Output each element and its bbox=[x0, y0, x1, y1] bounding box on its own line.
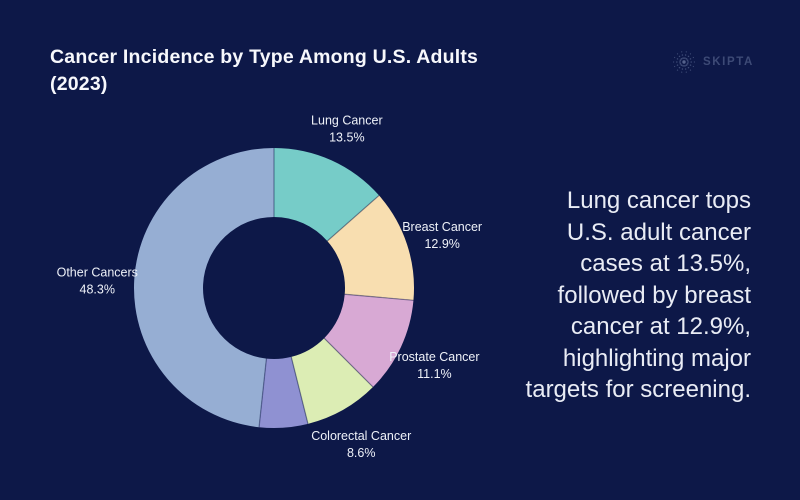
slice-separator bbox=[290, 356, 309, 424]
pie-slice-lung-cancer bbox=[274, 148, 380, 242]
slice-label: Lung Cancer 13.5% bbox=[311, 114, 383, 145]
pie-slice-prostate-cancer bbox=[324, 294, 414, 387]
brand-name: SKIPTA bbox=[703, 56, 754, 68]
slice-label: Colorectal Cancer 8.6% bbox=[311, 429, 411, 460]
slice-separator bbox=[323, 337, 374, 388]
pie-slice-colorectal-cancer bbox=[291, 338, 373, 424]
slice-separator bbox=[258, 358, 268, 428]
page-title: Cancer Incidence by Type Among U.S. Adul… bbox=[50, 46, 479, 95]
slice-separator bbox=[344, 293, 414, 301]
pie-slice-breast-cancer bbox=[327, 195, 414, 301]
slice-label: Other Cancers 48.3% bbox=[57, 266, 138, 297]
slice-separator bbox=[326, 194, 380, 242]
pie-slice-unlabeled bbox=[259, 356, 308, 428]
slice-label: Prostate Cancer 11.1% bbox=[389, 350, 479, 381]
starburst-icon bbox=[673, 51, 695, 73]
slice-label: Breast Cancer 12.9% bbox=[402, 220, 482, 251]
callout-text: Lung cancer tops U.S. adult cancer cases… bbox=[525, 187, 751, 403]
brand-logo: SKIPTA bbox=[672, 50, 754, 74]
pie-slice-other-cancers bbox=[133, 148, 274, 428]
donut-chart: Lung Cancer 13.5% Breast Cancer 12.9% Prosta… bbox=[57, 114, 483, 460]
